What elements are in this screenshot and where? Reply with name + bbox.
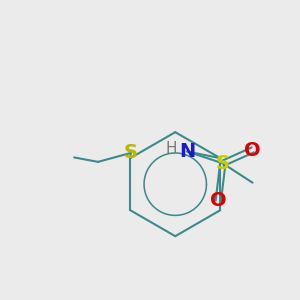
Text: H: H: [165, 141, 177, 156]
Text: N: N: [179, 142, 195, 161]
Text: O: O: [210, 191, 227, 210]
Text: S: S: [216, 154, 230, 173]
Text: S: S: [124, 143, 138, 163]
Text: O: O: [244, 140, 261, 160]
